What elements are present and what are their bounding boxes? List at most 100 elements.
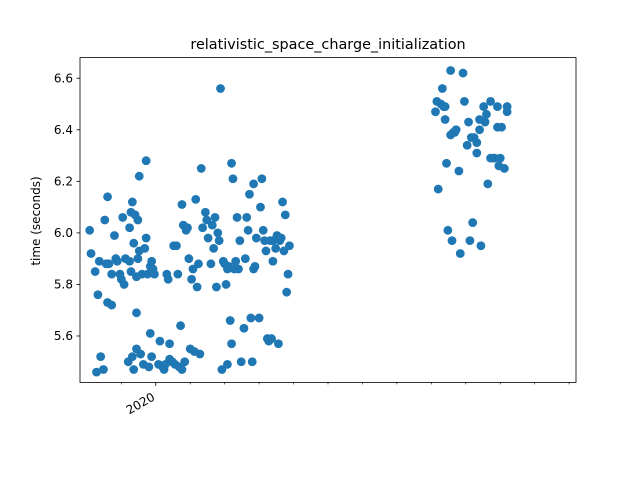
- data-point: [90, 267, 100, 276]
- data-point: [177, 365, 187, 374]
- data-point: [472, 138, 482, 148]
- data-point: [216, 84, 225, 93]
- data-point: [207, 220, 217, 230]
- data-point: [96, 352, 106, 362]
- data-point: [235, 236, 245, 246]
- chart-title: relativistic_space_charge_initialization: [190, 37, 465, 53]
- y-tick-label: 6.4: [54, 123, 73, 137]
- data-point: [198, 223, 208, 233]
- data-point: [468, 218, 478, 227]
- data-point: [100, 215, 110, 225]
- data-point: [460, 97, 469, 106]
- data-point: [256, 202, 265, 212]
- data-point: [278, 197, 287, 207]
- data-point: [247, 357, 257, 367]
- data-point: [240, 254, 250, 264]
- data-point: [202, 215, 212, 225]
- data-point: [499, 164, 509, 173]
- data-point: [454, 166, 464, 176]
- data-point: [125, 223, 134, 233]
- data-point: [258, 225, 268, 235]
- data-point: [200, 207, 210, 217]
- data-point: [141, 156, 151, 166]
- data-point: [110, 231, 119, 240]
- data-point: [239, 323, 249, 333]
- data-point: [213, 228, 223, 238]
- data-point: [276, 233, 286, 243]
- data-point: [165, 339, 174, 349]
- data-point: [493, 102, 502, 111]
- data-point: [129, 238, 139, 248]
- data-point: [118, 213, 128, 222]
- data-point: [245, 189, 254, 199]
- data-point: [282, 287, 292, 297]
- data-point: [232, 213, 242, 222]
- data-point: [210, 213, 220, 222]
- y-tick-label: 5.6: [54, 329, 73, 343]
- data-point: [92, 367, 101, 377]
- data-point: [119, 280, 129, 289]
- data-point: [104, 259, 114, 269]
- data-point: [99, 365, 108, 374]
- data-point: [285, 241, 294, 251]
- y-tick-label: 6.2: [54, 175, 73, 189]
- y-axis-label: time (seconds): [29, 176, 43, 265]
- data-point: [103, 192, 112, 202]
- data-point: [479, 102, 489, 111]
- data-point: [502, 107, 512, 117]
- data-point: [107, 269, 117, 279]
- data-point: [221, 280, 231, 289]
- data-point: [133, 215, 143, 225]
- data-point: [227, 339, 236, 349]
- data-point: [145, 329, 155, 338]
- data-point: [231, 256, 241, 266]
- data-point: [228, 174, 238, 184]
- data-point: [155, 336, 165, 346]
- data-point: [261, 246, 271, 256]
- data-point: [236, 357, 246, 367]
- data-point: [472, 148, 482, 158]
- data-point: [86, 249, 96, 258]
- data-point: [212, 282, 221, 292]
- data-point: [136, 349, 146, 359]
- data-point: [127, 352, 137, 362]
- data-point: [127, 197, 137, 207]
- data-point: [209, 243, 219, 253]
- data-point: [486, 97, 495, 106]
- data-point: [431, 107, 440, 117]
- data-point: [476, 241, 486, 251]
- y-tick-label: 6.6: [54, 71, 73, 85]
- data-point: [173, 269, 183, 279]
- data-point: [250, 262, 260, 271]
- data-point: [93, 290, 103, 300]
- data-point: [141, 233, 151, 243]
- data-point: [150, 269, 159, 279]
- data-point: [143, 269, 152, 279]
- data-point: [482, 109, 491, 119]
- data-point: [187, 274, 197, 284]
- data-point: [129, 365, 139, 374]
- data-points: [85, 66, 512, 377]
- data-point: [465, 236, 475, 246]
- data-point: [147, 256, 157, 266]
- data-point: [180, 357, 190, 367]
- data-point: [112, 256, 122, 266]
- data-point: [433, 184, 443, 194]
- y-tick-label: 6.0: [54, 226, 73, 240]
- data-point: [225, 316, 235, 325]
- data-point: [267, 334, 276, 343]
- y-tick-label: 5.8: [54, 278, 73, 292]
- data-point: [280, 210, 290, 220]
- data-point: [242, 213, 252, 222]
- data-point: [184, 254, 194, 264]
- data-point: [475, 125, 484, 135]
- data-point: [132, 308, 141, 318]
- x-axis: 2020: [121, 382, 570, 417]
- data-point: [144, 362, 154, 372]
- y-axis: 5.6 5.8 6.0 6.2 6.4 6.6: [54, 71, 80, 343]
- data-point: [440, 102, 450, 111]
- data-point: [464, 117, 473, 127]
- data-point: [191, 194, 201, 204]
- data-point: [195, 349, 205, 359]
- data-point: [214, 236, 224, 246]
